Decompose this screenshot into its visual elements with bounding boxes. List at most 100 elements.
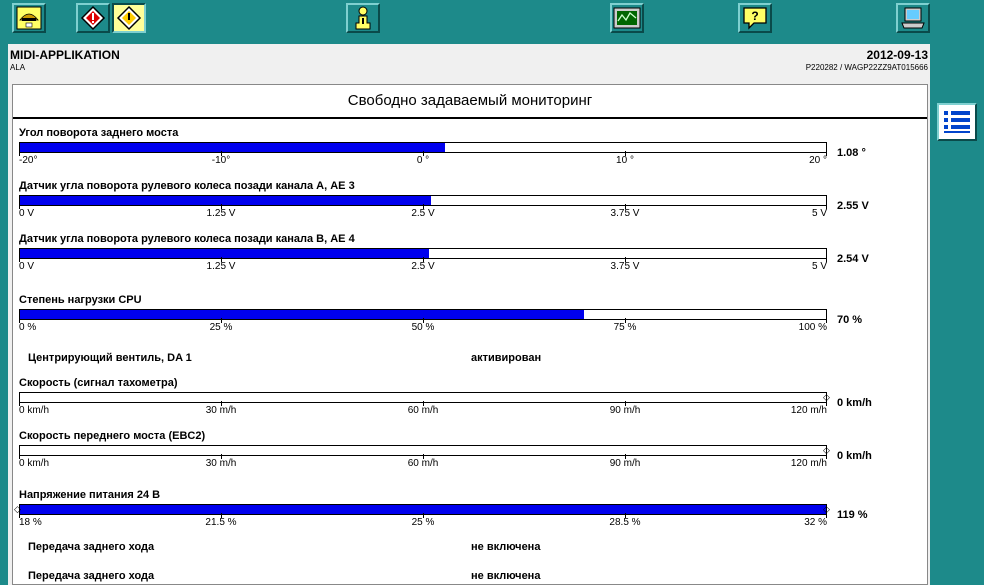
diagnostic-active-icon — [116, 5, 142, 31]
gauge-value: 2.54 V — [837, 253, 869, 265]
tick-label: 0 % — [19, 322, 37, 333]
tick-mark — [423, 454, 424, 459]
tick-label: 32 % — [804, 517, 827, 528]
tick-mark — [625, 318, 626, 323]
tick-mark — [19, 454, 20, 459]
tick-mark — [625, 401, 626, 406]
computer-icon — [901, 7, 925, 29]
tick-mark — [423, 257, 424, 262]
monitor-graph-button[interactable] — [610, 3, 644, 33]
tick-mark — [221, 513, 222, 518]
tick-mark — [221, 257, 222, 262]
diagnostic-warning-button[interactable] — [76, 3, 110, 33]
gauge-fill — [20, 249, 430, 258]
app-subtitle: ALA — [10, 63, 26, 72]
main-panel: MIDI-APPLIKATION ALA 2012-09-13 P220282 … — [8, 44, 930, 585]
tick-mark — [221, 454, 222, 459]
tick-mark — [826, 513, 827, 518]
monitor-graph-icon — [613, 7, 641, 29]
info-person-button[interactable] — [346, 3, 380, 33]
tick-mark — [221, 401, 222, 406]
tick-label: 60 m/h — [407, 458, 439, 469]
diagnostic-active-button[interactable] — [112, 3, 146, 33]
help-button[interactable]: ? — [738, 3, 772, 33]
gauge-value: 2.55 V — [837, 200, 869, 212]
tick-mark — [19, 513, 20, 518]
tick-label: 3.75 V — [610, 261, 640, 272]
tick-mark — [19, 204, 20, 209]
tick-mark — [826, 454, 827, 459]
gauge-start-marker: ◇ — [14, 504, 21, 514]
tick-mark — [221, 204, 222, 209]
gauge-value: 0 km/h — [837, 450, 872, 462]
tick-mark — [625, 151, 626, 156]
gauge-end-marker: ◇ — [823, 504, 830, 514]
gauge-scale: -20° -10° 0 ° 10 ° 20 ° — [19, 151, 827, 167]
tick-label: 0 ° — [416, 155, 430, 166]
list-icon — [944, 111, 970, 133]
tick-label: 21.5 % — [205, 517, 237, 528]
tick-label: 10 ° — [616, 155, 634, 166]
status-label: Центрирующий вентиль, DA 1 — [28, 352, 192, 364]
app-title: MIDI-APPLIKATION — [10, 48, 120, 62]
gauge-end-marker: ◇ — [823, 445, 830, 455]
gauge-value: 70 % — [837, 314, 863, 326]
gauge-scale: 0 V 1.25 V 2.5 V 3.75 V 5 V — [19, 204, 827, 220]
tick-mark — [625, 513, 626, 518]
diagnostic-warning-icon — [80, 5, 106, 31]
tick-mark — [423, 151, 424, 156]
monitoring-content: Свободно задаваемый мониторинг Угол пово… — [12, 84, 928, 585]
tick-label: 100 % — [798, 322, 827, 333]
tick-label: 1.25 V — [206, 208, 236, 219]
tick-mark — [826, 151, 827, 156]
tick-label: 50 % — [411, 322, 435, 333]
page-title: Свободно задаваемый мониторинг — [347, 92, 593, 109]
tick-mark — [19, 257, 20, 262]
tick-mark — [826, 257, 827, 262]
tick-label: 25 % — [209, 322, 233, 333]
tick-label: 120 m/h — [790, 458, 827, 469]
tick-label: 30 m/h — [205, 405, 237, 416]
gauge-label: Скорость (сигнал тахометра) — [19, 377, 178, 389]
heading-divider — [13, 117, 927, 119]
gauge-scale: 0 km/h 30 m/h 60 m/h 90 m/h 120 m/h — [19, 454, 827, 470]
list-view-button[interactable] — [937, 103, 977, 141]
tick-mark — [221, 151, 222, 156]
tick-mark — [625, 204, 626, 209]
gauge-value: 119 % — [837, 509, 868, 521]
toolbar: ? — [0, 0, 984, 40]
tick-label: 0 V — [19, 261, 35, 272]
vehicle-id: P220282 / WAGP22ZZ9AT015666 — [805, 63, 928, 72]
gauge-value: 1.08 ° — [837, 147, 866, 159]
tick-label: 18 % — [19, 517, 42, 528]
tick-label: 30 m/h — [205, 458, 237, 469]
date-label: 2012-09-13 — [866, 48, 928, 62]
gauge-fill — [20, 310, 585, 319]
tick-mark — [625, 257, 626, 262]
gauge-fill — [20, 505, 826, 514]
tick-label: 5 V — [811, 261, 827, 272]
status-label: Передача заднего хода — [28, 570, 155, 582]
tick-mark — [826, 204, 827, 209]
tick-label: 3.75 V — [610, 208, 640, 219]
status-label: Передача заднего хода — [28, 541, 155, 553]
tick-label: 2.5 V — [411, 261, 435, 272]
computer-button[interactable] — [896, 3, 930, 33]
tick-label: -10° — [211, 155, 231, 166]
tick-label: 90 m/h — [609, 458, 641, 469]
svg-text:?: ? — [751, 9, 758, 23]
tick-mark — [221, 318, 222, 323]
gauge-scale: 18 % 21.5 % 25 % 28.5 % 32 % — [19, 513, 827, 529]
gauge-label: Датчик угла поворота рулевого колеса поз… — [19, 233, 355, 245]
gauge-end-marker: ◇ — [823, 392, 830, 402]
status-value: не включена — [471, 541, 541, 553]
gauge-fill — [20, 196, 432, 205]
gauge-label: Напряжение питания 24 В — [19, 489, 161, 501]
tick-label: 75 % — [613, 322, 637, 333]
tick-mark — [625, 454, 626, 459]
tick-mark — [423, 318, 424, 323]
man-logo-button[interactable] — [12, 3, 46, 33]
gauge-label: Скорость переднего моста (EBC2) — [19, 430, 206, 442]
gauge-label: Степень нагрузки CPU — [19, 294, 142, 306]
tick-mark — [19, 151, 20, 156]
